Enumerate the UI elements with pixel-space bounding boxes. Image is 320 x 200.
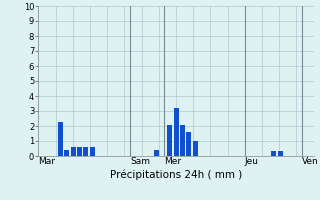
Bar bbox=[90, 147, 94, 156]
Bar bbox=[277, 151, 283, 156]
Bar bbox=[174, 108, 179, 156]
Bar bbox=[83, 147, 88, 156]
Bar bbox=[154, 150, 159, 156]
Bar bbox=[271, 151, 276, 156]
Bar bbox=[187, 132, 191, 156]
Bar bbox=[77, 147, 82, 156]
Bar bbox=[180, 124, 185, 156]
Bar bbox=[58, 121, 63, 156]
X-axis label: Précipitations 24h ( mm ): Précipitations 24h ( mm ) bbox=[110, 169, 242, 180]
Bar bbox=[167, 124, 172, 156]
Bar bbox=[64, 150, 69, 156]
Bar bbox=[71, 147, 76, 156]
Bar bbox=[193, 141, 198, 156]
